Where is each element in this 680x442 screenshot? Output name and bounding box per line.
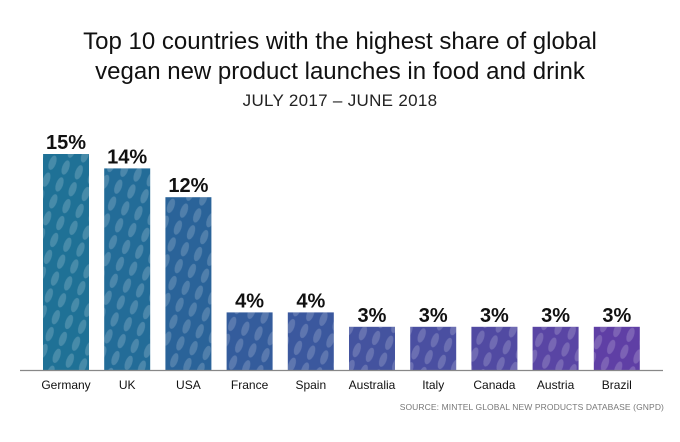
bar-pattern xyxy=(410,326,457,370)
data-label: 3% xyxy=(419,305,448,327)
chart-title-line-2: vegan new product launches in food and d… xyxy=(95,58,585,85)
x-tick-label: Italy xyxy=(422,378,444,392)
bar-pattern xyxy=(593,326,640,370)
bar-pattern xyxy=(43,154,89,370)
data-label: 15% xyxy=(46,132,86,154)
x-tick-label: Australia xyxy=(349,378,396,392)
chart-subtitle: JULY 2017 – JUNE 2018 xyxy=(242,91,438,110)
bar-pattern xyxy=(532,326,579,370)
data-label: 3% xyxy=(480,305,509,327)
data-label: 3% xyxy=(541,305,570,327)
source-note: SOURCE: MINTEL GLOBAL NEW PRODUCTS DATAB… xyxy=(399,402,664,412)
x-tick-label: Austria xyxy=(537,378,575,392)
bar-pattern xyxy=(165,197,212,370)
x-tick-label: Spain xyxy=(295,378,326,392)
data-label: 3% xyxy=(602,305,631,327)
bar-pattern xyxy=(471,326,518,370)
data-label: 4% xyxy=(296,290,325,312)
x-tick-label: USA xyxy=(176,378,201,392)
bar-pattern xyxy=(226,312,273,370)
data-label: 14% xyxy=(107,146,147,168)
data-label: 12% xyxy=(168,175,208,197)
x-tick-label: Canada xyxy=(473,378,515,392)
chart-title: Top 10 countries with the highest share … xyxy=(0,27,680,87)
x-tick-label: UK xyxy=(119,378,136,392)
chart-title-line-1: Top 10 countries with the highest share … xyxy=(83,28,597,55)
bar-pattern xyxy=(104,168,151,370)
bar-pattern xyxy=(349,326,395,370)
x-tick-label: France xyxy=(231,378,269,392)
x-tick-label: Germany xyxy=(41,378,90,392)
data-label: 3% xyxy=(358,305,387,327)
bar-pattern xyxy=(287,312,334,370)
data-label: 4% xyxy=(235,290,264,312)
x-tick-label: Brazil xyxy=(602,378,632,392)
